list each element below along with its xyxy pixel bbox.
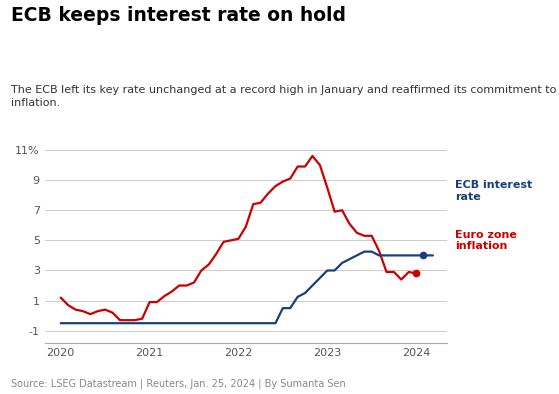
Text: The ECB left its key rate unchanged at a record high in January and reaffirmed i: The ECB left its key rate unchanged at a…	[11, 85, 559, 108]
Text: ECB keeps interest rate on hold: ECB keeps interest rate on hold	[11, 6, 346, 25]
Text: ECB interest
rate: ECB interest rate	[455, 180, 533, 202]
Text: Euro zone
inflation: Euro zone inflation	[455, 230, 517, 251]
Text: Source: LSEG Datastream | Reuters, Jan. 25, 2024 | By Sumanta Sen: Source: LSEG Datastream | Reuters, Jan. …	[11, 379, 346, 389]
